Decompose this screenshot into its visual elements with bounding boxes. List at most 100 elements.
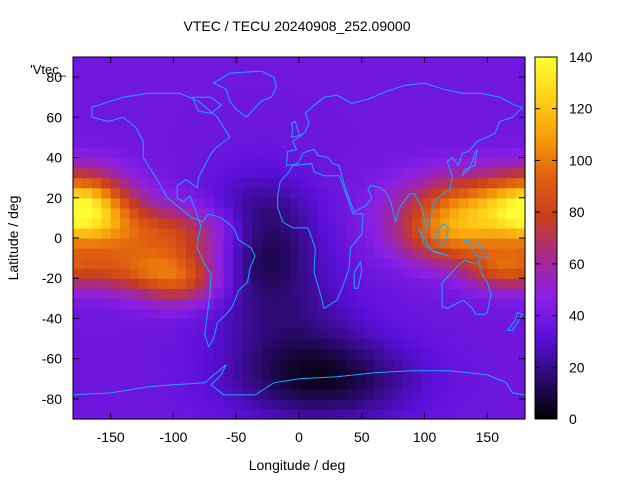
heatmap-cell — [515, 157, 526, 169]
heatmap-cell — [195, 147, 206, 159]
heatmap-cell — [148, 288, 159, 299]
heatmap-cell — [374, 318, 385, 330]
heatmap-cell — [317, 308, 328, 320]
heatmap-cell — [120, 107, 131, 118]
heatmap-cell — [101, 147, 112, 159]
heatmap-cell — [167, 87, 178, 98]
heatmap-cell — [91, 87, 102, 98]
heatmap-cell — [214, 87, 225, 98]
heatmap-cell — [110, 147, 121, 159]
heatmap-cell — [506, 177, 517, 189]
heatmap-cell — [487, 388, 498, 400]
heatmap-cell — [355, 248, 366, 259]
heatmap-cell — [251, 207, 262, 219]
key-label: 'Vtec_ — [30, 62, 66, 77]
heatmap-cell — [167, 348, 178, 360]
heatmap-cell — [129, 157, 140, 169]
heatmap-cell — [336, 268, 347, 279]
heatmap-cell — [91, 298, 102, 309]
heatmap-cell — [251, 288, 262, 299]
heatmap-cell — [299, 117, 310, 128]
heatmap-cell — [110, 207, 121, 219]
heatmap-cell — [148, 77, 159, 88]
heatmap-cell — [496, 187, 507, 199]
heatmap-cell — [515, 187, 526, 199]
heatmap-cell — [195, 298, 206, 309]
heatmap-cell — [270, 278, 281, 289]
heatmap-cell — [129, 127, 140, 139]
heatmap-cell — [317, 157, 328, 169]
heatmap-cell — [157, 107, 168, 118]
heatmap-cell — [468, 298, 479, 309]
heatmap-cell — [289, 338, 300, 350]
heatmap-cell — [148, 368, 159, 380]
heatmap-cell — [110, 238, 121, 249]
heatmap-cell — [374, 57, 385, 68]
heatmap-cell — [233, 378, 244, 390]
heatmap-cell — [402, 167, 413, 179]
heatmap-cell — [355, 127, 366, 139]
heatmap-cell — [233, 77, 244, 88]
heatmap-cell — [374, 328, 385, 340]
heatmap-cell — [440, 177, 451, 189]
heatmap-cell — [459, 227, 470, 239]
heatmap-cell — [374, 107, 385, 118]
heatmap-cell — [317, 77, 328, 88]
heatmap-cell — [270, 348, 281, 360]
heatmap-cell — [82, 227, 93, 239]
heatmap-cell — [506, 147, 517, 159]
heatmap-cell — [477, 97, 488, 108]
heatmap-cell — [242, 127, 253, 139]
heatmap-cell — [383, 308, 394, 320]
heatmap-cell — [421, 308, 432, 320]
heatmap-cell — [487, 197, 498, 209]
heatmap-cell — [91, 77, 102, 88]
heatmap-cell — [336, 298, 347, 309]
heatmap-cell — [402, 87, 413, 98]
heatmap-cell — [412, 117, 423, 128]
heatmap-cell — [383, 358, 394, 370]
heatmap-cell — [251, 67, 262, 78]
heatmap-cell — [167, 157, 178, 169]
heatmap-cell — [148, 338, 159, 350]
heatmap-cell — [167, 268, 178, 279]
heatmap-cell — [355, 288, 366, 299]
heatmap-cell — [496, 288, 507, 299]
heatmap-cell — [336, 127, 347, 139]
heatmap-cell — [251, 238, 262, 249]
heatmap-cell — [355, 217, 366, 229]
heatmap-cell — [289, 238, 300, 249]
heatmap-cell — [176, 77, 187, 88]
heatmap-cell — [91, 187, 102, 199]
heatmap-cell — [364, 408, 375, 420]
heatmap-cell — [270, 358, 281, 370]
heatmap-cell — [110, 258, 121, 269]
heatmap-cell — [129, 217, 140, 229]
heatmap-cell — [327, 358, 338, 370]
heatmap-cell — [138, 278, 149, 289]
heatmap-cell — [289, 107, 300, 118]
heatmap-cell — [138, 248, 149, 259]
heatmap-cell — [242, 338, 253, 350]
heatmap-cell — [148, 177, 159, 189]
heatmap-cell — [242, 87, 253, 98]
heatmap-cell — [214, 238, 225, 249]
heatmap-cell — [317, 238, 328, 249]
heatmap-cell — [204, 157, 215, 169]
coastline — [441, 258, 492, 315]
heatmap-cell — [101, 388, 112, 400]
heatmap-cell — [148, 358, 159, 370]
heatmap-cell — [214, 107, 225, 118]
heatmap-cell — [91, 57, 102, 68]
heatmap-cell — [308, 288, 319, 299]
heatmap-cell — [289, 167, 300, 179]
heatmap-cell — [346, 398, 357, 410]
heatmap-cell — [299, 268, 310, 279]
heatmap-cell — [336, 227, 347, 239]
heatmap-cell — [289, 97, 300, 108]
heatmap-cell — [393, 187, 404, 199]
heatmap-cell — [327, 378, 338, 390]
heatmap-cell — [421, 268, 432, 279]
heatmap-cell — [468, 278, 479, 289]
heatmap-cell — [167, 147, 178, 159]
